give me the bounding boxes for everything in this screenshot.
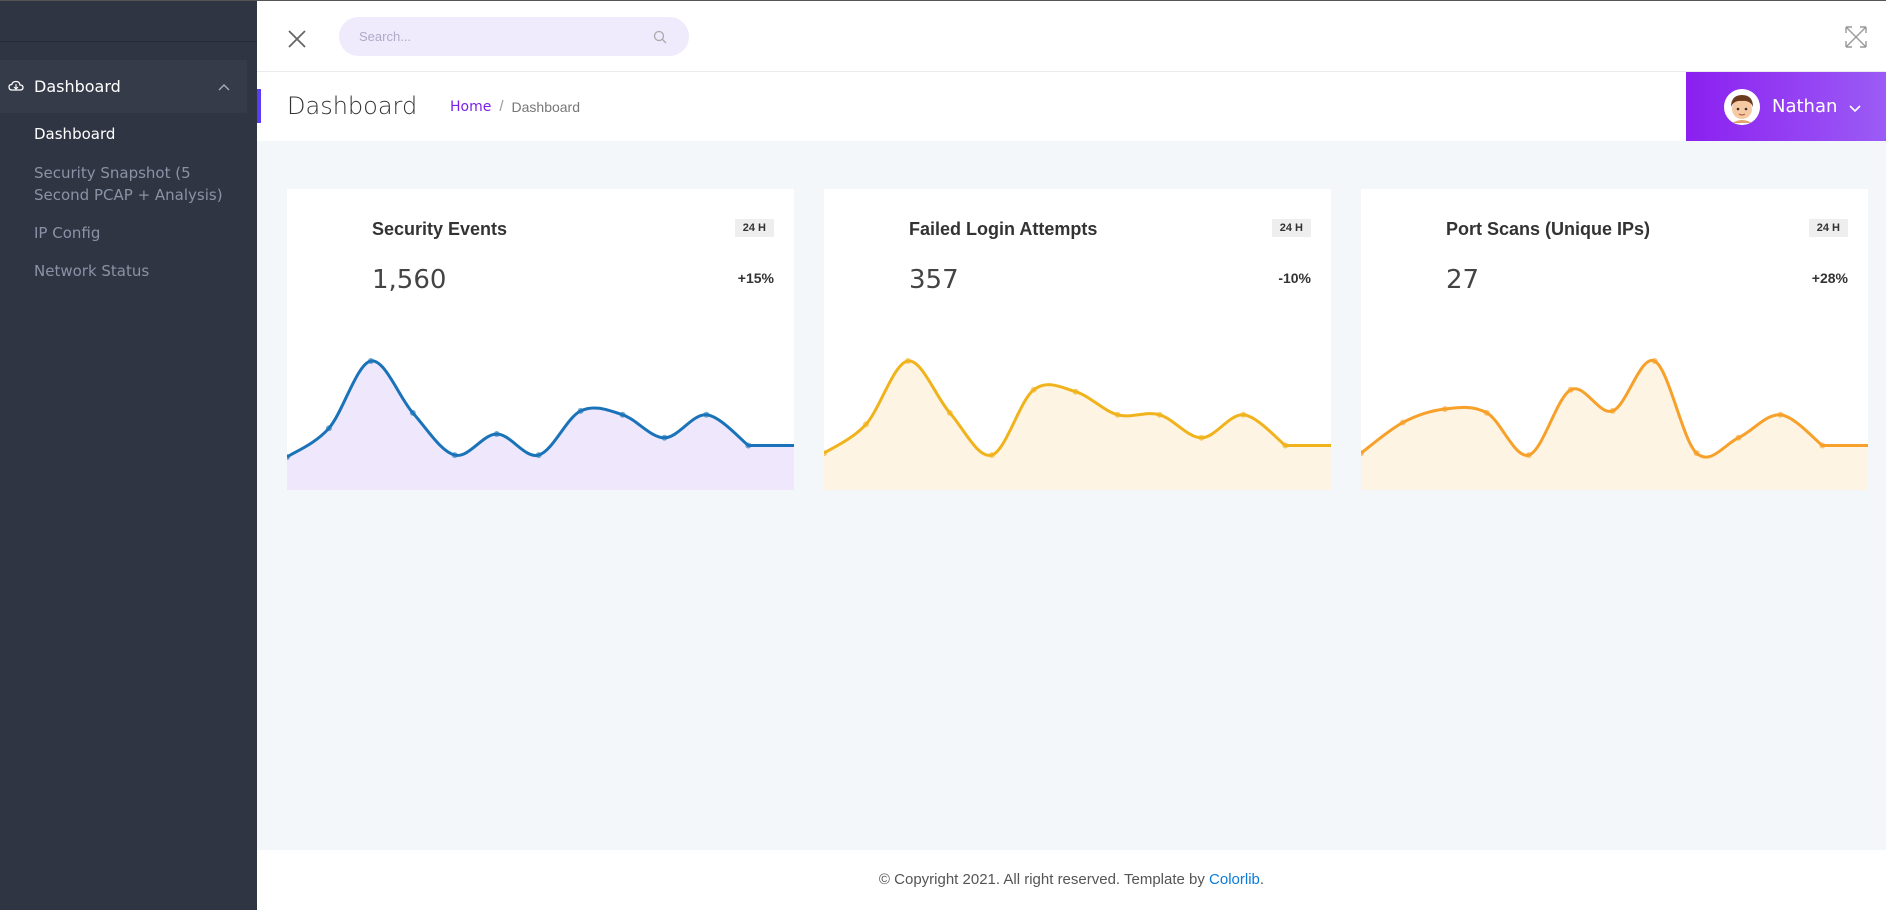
sparkline-point <box>367 358 374 364</box>
card-title: Port Scans (Unique IPs) <box>1446 219 1651 239</box>
footer-copyright: © Copyright 2021. All right reserved. Te… <box>878 871 1210 888</box>
sparkline-area <box>824 360 1331 490</box>
sparkline-point <box>1609 407 1616 414</box>
chevron-down-icon <box>1849 101 1861 113</box>
top-border <box>0 0 1886 1</box>
sparkline-point <box>287 454 290 460</box>
card-value: 357 <box>909 265 959 295</box>
sparkline-point <box>1114 411 1121 418</box>
search-icon[interactable] <box>653 30 667 44</box>
breadcrumb-separator: / <box>499 98 504 115</box>
time-range-badge: 24 H <box>1271 219 1311 237</box>
card-change: +28% <box>1811 270 1848 286</box>
card-value: 1,560 <box>372 265 447 295</box>
sparkline-point <box>904 358 911 364</box>
stat-card-port-scans: Port Scans (Unique IPs) 24 H 27 +28% <box>1361 189 1868 490</box>
breadcrumb-home-link[interactable]: Home <box>450 98 492 115</box>
sparkline-point <box>1240 411 1247 418</box>
card-title: Failed Login Attempts <box>909 219 1098 239</box>
footer: © Copyright 2021. All right reserved. Te… <box>257 850 1886 910</box>
sidebar: Dashboard Dashboard Security Snapshot (5… <box>0 0 257 910</box>
top-header <box>257 1 1886 72</box>
footer-suffix: . <box>1259 871 1265 888</box>
card-value: 27 <box>1446 265 1480 295</box>
fullscreen-icon[interactable] <box>1844 25 1868 49</box>
sparkline-point <box>1156 411 1163 418</box>
sparkline-chart <box>824 358 1331 490</box>
sparkline-point <box>745 442 752 449</box>
sparkline-point <box>493 430 500 437</box>
sparkline-point <box>325 425 332 432</box>
sparkline-point <box>619 411 626 418</box>
sidebar-item-ip-config[interactable]: IP Config <box>34 224 101 242</box>
title-accent-bar <box>257 89 261 123</box>
sparkline-point <box>988 452 995 459</box>
chevron-up-icon <box>217 80 231 94</box>
sidebar-item-security-snapshot[interactable]: Security Snapshot (5 Second PCAP + Analy… <box>34 164 223 204</box>
sidebar-item-network-status[interactable]: Network Status <box>34 262 150 280</box>
sparkline-point <box>1525 452 1532 459</box>
sparkline-point <box>577 407 584 414</box>
sparkline-point <box>1399 419 1406 426</box>
card-change: +15% <box>737 270 774 286</box>
sparkline-point <box>824 450 827 457</box>
user-menu[interactable]: Nathan <box>1686 72 1886 141</box>
sparkline-point <box>535 452 542 459</box>
page-title: Dashboard <box>287 92 418 120</box>
sparkline-point <box>1072 388 1079 395</box>
sparkline-point <box>862 421 869 428</box>
search-input[interactable] <box>339 17 629 56</box>
sparkline-area <box>1361 360 1868 490</box>
sparkline-point <box>1441 406 1448 412</box>
sparkline-point <box>451 452 458 459</box>
sparkline-point <box>1030 386 1037 393</box>
sparkline-point <box>409 409 416 416</box>
sparkline-chart <box>1361 358 1868 490</box>
stat-card-security-events: Security Events 24 H 1,560 +15% <box>287 189 794 490</box>
card-title: Security Events <box>372 219 508 239</box>
breadcrumb-current: Dashboard <box>511 98 581 115</box>
sidebar-item-dashboard[interactable]: Dashboard <box>34 125 116 143</box>
sparkline-point <box>1198 434 1205 441</box>
sidebar-logo-area <box>0 0 257 42</box>
cloud-icon <box>8 80 26 94</box>
sidebar-group-label: Dashboard <box>34 77 121 96</box>
sparkline-point <box>1567 386 1574 393</box>
sparkline-area <box>287 360 794 490</box>
time-range-badge: 24 H <box>1808 219 1848 237</box>
page-titlebar: Dashboard Home / Dashboard Nathan <box>257 72 1886 141</box>
card-change: -10% <box>1278 270 1311 286</box>
sparkline-line <box>287 359 794 459</box>
stat-card-failed-logins: Failed Login Attempts 24 H 357 -10% <box>824 189 1331 490</box>
sparkline-point <box>1282 442 1289 449</box>
sidebar-group-dashboard[interactable]: Dashboard <box>0 60 247 113</box>
close-icon[interactable] <box>287 29 307 49</box>
sparkline-point <box>1693 450 1700 457</box>
sparkline-point <box>946 409 953 416</box>
user-name: Nathan <box>1772 96 1838 117</box>
sparkline-chart <box>287 358 794 490</box>
sparkline-point <box>661 434 668 441</box>
sparkline-point <box>703 411 710 418</box>
sparkline-point <box>1483 409 1490 416</box>
footer-link-colorlib[interactable]: Colorlib <box>1209 871 1260 888</box>
sidebar-submenu: Dashboard Security Snapshot (5 Second PC… <box>0 123 257 282</box>
avatar <box>1724 88 1760 125</box>
sparkline-point <box>1777 411 1784 418</box>
time-range-badge: 24 H <box>734 219 774 237</box>
sparkline-point <box>1651 358 1658 364</box>
search-box <box>339 17 689 56</box>
sparkline-point <box>1735 434 1742 441</box>
sparkline-point <box>1361 450 1364 457</box>
breadcrumb: Home / Dashboard <box>450 98 580 115</box>
sparkline-point <box>1819 442 1826 449</box>
